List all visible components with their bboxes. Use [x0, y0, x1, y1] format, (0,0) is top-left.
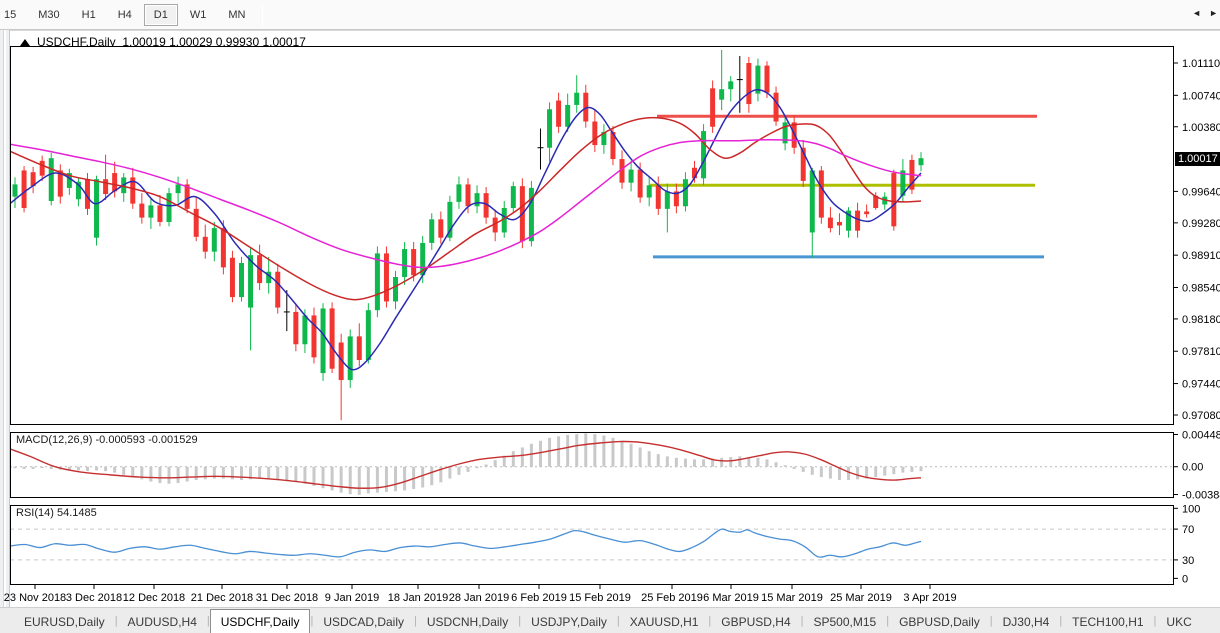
tab-separator: |: [1059, 614, 1063, 627]
buy-price-pips: 05: [171, 82, 207, 115]
timeframe-button-m30[interactable]: M30: [38, 8, 60, 21]
sell-price-point: 7: [98, 84, 106, 99]
chart-tab-gbpusd[interactable]: GBPUSD,Daily: [899, 615, 980, 629]
tab-separator: |: [708, 614, 712, 627]
tab-separator: |: [800, 614, 804, 627]
chart-tab-usdcad[interactable]: USDCAD,Daily: [323, 615, 404, 629]
tab-separator: |: [989, 614, 993, 627]
chart-title: USDCHF,Daily 1.00019 1.00029 0.99930 1.0…: [20, 35, 306, 49]
timeframe-button-mn[interactable]: MN: [228, 8, 246, 21]
buy-price-point: 3: [211, 84, 219, 99]
chart-tab-usdjpy[interactable]: USDJPY,Daily: [531, 615, 607, 629]
chart-tab-tech100[interactable]: TECH100,H1: [1072, 615, 1144, 629]
current-price-tag: 1.00017: [1175, 152, 1220, 166]
timeframe-button-15[interactable]: 15: [4, 8, 17, 21]
chart-window: USDCHF,Daily 1.00019 1.00029 0.99930 1.0…: [10, 30, 1220, 607]
sell-button[interactable]: SELL: [22, 51, 68, 76]
tab-separator: |: [414, 614, 417, 627]
sell-price-base: 1.00: [32, 97, 58, 112]
tab-separator: |: [518, 614, 522, 627]
spinner-down-icon: ▼: [81, 59, 90, 68]
window-edge: [0, 30, 10, 633]
buy-button[interactable]: BUY: [193, 51, 241, 76]
chart-tab-bar: EURUSD,Daily | AUDUSD,H4 | USDCHF,Daily | USDC…: [0, 607, 1220, 633]
rsi-pane-label: RSI(14) 54.1485: [16, 507, 97, 519]
chart-ohlc-values: 1.00019 1.00029 0.99930 1.00017: [122, 35, 306, 49]
timeframe-button-h1[interactable]: H1: [81, 8, 96, 21]
tab-scroll-left-icon[interactable]: ◄: [1192, 8, 1202, 18]
rsi-value: 54.1485: [56, 507, 97, 519]
buy-price-base: 1.00: [145, 97, 171, 112]
tab-separator: |: [886, 614, 890, 627]
tab-separator: |: [206, 614, 210, 627]
tab-separator: |: [114, 614, 118, 627]
title-space: [116, 35, 123, 49]
sell-price-box[interactable]: 1.00 01 7: [22, 81, 130, 118]
volume-increase-button[interactable]: ▲: [168, 51, 190, 76]
timeframe-button-w1[interactable]: W1: [189, 8, 207, 21]
sell-price-pips: 01: [58, 82, 94, 115]
volume-input[interactable]: 5.00: [99, 51, 168, 76]
tab-separator: |: [1153, 614, 1157, 627]
tab-separator: |: [310, 614, 314, 627]
chart-tab-ukc[interactable]: UKC: [1166, 615, 1192, 629]
spinner-up-icon: ▲: [175, 59, 183, 68]
chart-tab-usdchf[interactable]: USDCHF,Daily: [209, 609, 311, 633]
chart-tab-sp500[interactable]: SP500,M15: [813, 615, 877, 629]
tab-scroll-buttons: ◄ ►: [1192, 8, 1218, 18]
timeframe-button-d1[interactable]: D1: [143, 3, 178, 26]
chart-tab-usdcnh[interactable]: USDCNH,Daily: [426, 615, 509, 629]
macd-pane-label: MACD(12,26,9) -0.000593 -0.001529: [16, 434, 198, 446]
timeframe-toolbar: 15 M30 H1 H4 D1 W1 MN: [0, 0, 1220, 30]
chart-tab-xauusd[interactable]: XAUUSD,H1: [629, 615, 699, 629]
tab-scroll-right-icon[interactable]: ►: [1209, 8, 1218, 18]
chart-tab-eurusd[interactable]: EURUSD,Daily: [24, 615, 105, 629]
buy-price-box[interactable]: 1.00 05 3: [135, 81, 244, 118]
timeframe-button-h4[interactable]: H4: [117, 8, 132, 21]
chart-tab-gbpusd[interactable]: GBPUSD,H4: [721, 615, 791, 629]
volume-decrease-button[interactable]: ▼: [72, 51, 99, 76]
toolbar-separator: [262, 2, 264, 27]
tab-separator: |: [616, 614, 620, 627]
chart-tab-audusd[interactable]: AUDUSD,H4: [127, 615, 197, 629]
chart-tab-dj30[interactable]: DJ30,H4: [1002, 615, 1050, 629]
chart-symbol: USDCHF,Daily: [37, 35, 116, 49]
one-click-trading-widget: SELL ▼ 5.00 ▲ BUY 1.00 01 7 1.00 05 3: [22, 51, 244, 118]
collapse-arrow-icon[interactable]: [20, 38, 30, 46]
macd-values: -0.000593 -0.001529: [95, 434, 198, 446]
